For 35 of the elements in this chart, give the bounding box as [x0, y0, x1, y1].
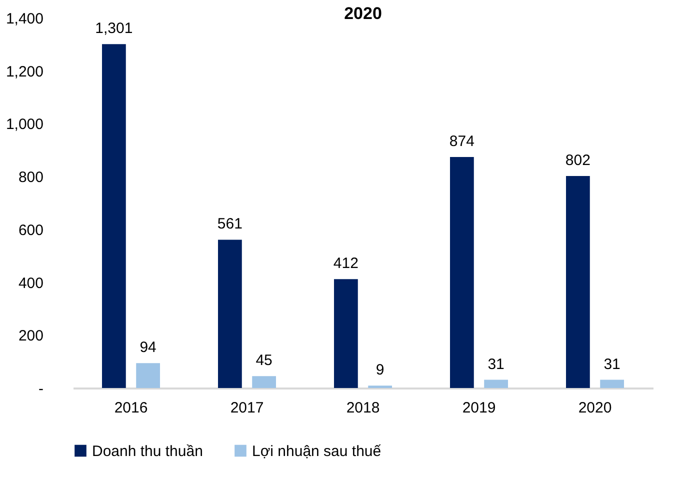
bar — [136, 363, 160, 388]
data-label: 561 — [217, 216, 242, 233]
x-tick-label: 2018 — [346, 400, 380, 416]
x-tick-label: 2016 — [114, 400, 148, 416]
data-label: 9 — [376, 362, 384, 379]
bar — [218, 240, 242, 388]
x-tick-label: 2019 — [462, 400, 496, 416]
bar — [102, 44, 126, 388]
data-label: 31 — [488, 356, 504, 373]
bar — [484, 380, 508, 388]
y-tick-label: - — [38, 380, 44, 398]
y-tick-label: 600 — [18, 222, 44, 239]
y-tick-label: 1,400 — [6, 10, 44, 28]
y-tick-label: 400 — [18, 274, 44, 292]
x-tick-label: 2020 — [578, 400, 612, 416]
data-label: 45 — [256, 352, 272, 370]
data-label: 412 — [333, 255, 358, 272]
data-label: 94 — [140, 339, 156, 356]
bar — [334, 279, 358, 388]
bar — [566, 176, 590, 388]
legend-label: Doanh thu thuần — [92, 442, 203, 460]
data-label: 31 — [604, 356, 620, 373]
bar — [450, 157, 474, 388]
data-label: 802 — [565, 152, 590, 170]
y-tick-label: 1,000 — [6, 116, 44, 134]
y-tick-label: 200 — [18, 328, 44, 345]
chart-title: 2020 — [344, 4, 382, 23]
legend-label: Lợi nhuận sau thuế — [252, 442, 382, 460]
data-label: 1,301 — [95, 20, 133, 38]
y-tick-label: 1,200 — [6, 63, 44, 80]
bar — [252, 376, 276, 388]
data-label: 874 — [449, 133, 474, 150]
x-tick-label: 2017 — [230, 400, 264, 416]
bar — [600, 380, 624, 388]
y-tick-label: 800 — [18, 169, 44, 186]
